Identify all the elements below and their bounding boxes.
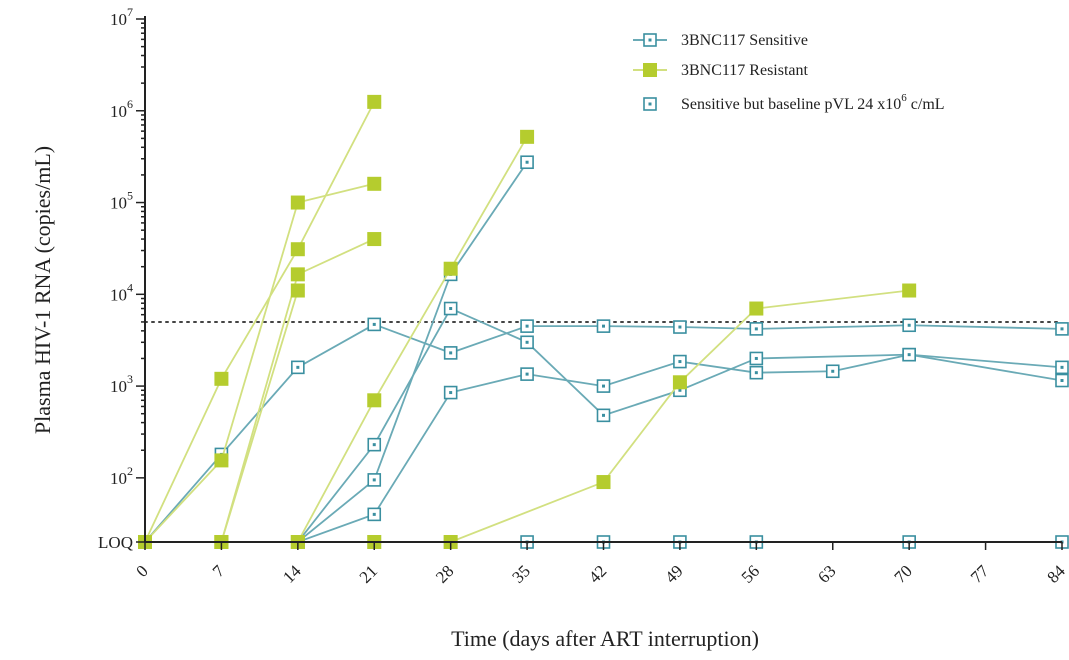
data-point-center	[449, 351, 453, 355]
data-point	[443, 261, 458, 276]
series-line	[144, 101, 376, 543]
x-tick-label: 0	[132, 561, 151, 580]
data-point	[749, 301, 764, 316]
series-resistant-2	[138, 232, 382, 549]
y-tick-label: 106	[110, 97, 133, 121]
x-tick-label: 56	[738, 561, 763, 586]
legend-swatch-marker-center	[648, 102, 652, 106]
data-point-center	[525, 340, 529, 344]
x-axis-title: Time (days after ART interruption)	[451, 626, 759, 651]
data-point	[520, 129, 535, 144]
x-tick-label: 21	[356, 561, 381, 586]
data-point	[902, 283, 917, 298]
data-point-center	[678, 360, 682, 364]
data-point-center	[1060, 327, 1064, 331]
reference-lines	[144, 320, 1063, 543]
data-point	[596, 475, 611, 490]
data-point	[367, 94, 382, 109]
data-point-center	[678, 325, 682, 329]
data-point-center	[525, 160, 529, 164]
y-tick-label: 105	[110, 189, 133, 213]
ticks: 0 7 14 21 28 35 42 49 56 63 70 77 84 LOQ 102 103 104 105 1…	[98, 5, 1069, 587]
data-point	[367, 232, 382, 247]
data-point-center	[372, 322, 376, 326]
data-point	[290, 242, 305, 257]
series-resistant-3	[138, 283, 305, 549]
x-tick-label: 42	[585, 561, 610, 586]
series-line	[144, 182, 375, 543]
legend-swatch-marker-center	[648, 38, 652, 42]
series-line	[145, 161, 528, 543]
y-tick-label: 107	[110, 5, 133, 29]
data-point	[214, 371, 229, 386]
data-point-center	[372, 478, 376, 482]
data-point	[672, 375, 687, 390]
series-sensitive_baseline-10	[138, 155, 534, 549]
data-point-center	[907, 353, 911, 357]
data-point-center	[1060, 365, 1064, 369]
data-point	[367, 176, 382, 191]
data-point	[367, 393, 382, 408]
data-point-center	[678, 388, 682, 392]
data-point-center	[907, 323, 911, 327]
series-resistant-1	[138, 176, 382, 549]
data-point-center	[1060, 379, 1064, 383]
legend-label: Sensitive but baseline pVL 24 x106 c/mL	[681, 92, 945, 113]
y-axis-title: Plasma HIV-1 RNA (copies/mL)	[30, 146, 55, 434]
data-point-center	[754, 356, 758, 360]
data-point-center	[449, 391, 453, 395]
x-tick-label: 63	[814, 561, 839, 586]
series-line	[145, 238, 375, 543]
x-tick-label: 49	[661, 561, 686, 586]
x-tick-label: 28	[432, 561, 457, 586]
data-point-center	[449, 307, 453, 311]
legend-swatch-marker	[643, 63, 657, 77]
data-point-center	[525, 372, 529, 376]
y-tick-label: 103	[110, 372, 133, 396]
x-tick-label: 84	[1043, 561, 1069, 587]
data-point-center	[754, 371, 758, 375]
y-tick-label: 102	[110, 464, 133, 488]
data-point-center	[602, 324, 605, 328]
data-point-center	[602, 413, 605, 417]
data-point	[214, 453, 229, 468]
legend-label: 3BNC117 Resistant	[681, 62, 809, 79]
x-tick-label: 77	[967, 561, 993, 587]
data-point-center	[602, 384, 605, 388]
data-point-center	[525, 324, 529, 328]
data-point-center	[831, 369, 835, 373]
data-point-center	[372, 443, 376, 447]
data-point-center	[296, 365, 300, 369]
data-point-center	[754, 327, 758, 331]
series-line	[145, 290, 299, 543]
y-tick-label: 104	[110, 280, 133, 304]
legend-label: 3BNC117 Sensitive	[681, 32, 808, 49]
y-tick-label: LOQ	[98, 533, 133, 552]
series-sensitive-7	[138, 347, 1069, 549]
data-point-center	[372, 512, 376, 516]
axes	[144, 16, 1062, 543]
x-tick-label: 7	[209, 561, 229, 581]
x-tick-label: 70	[891, 561, 916, 586]
x-tick-label: 14	[279, 561, 305, 587]
data-point	[290, 283, 305, 298]
data-point	[290, 267, 305, 282]
legend: 3BNC117 Sensitive 3BNC117 Resistant Sensit…	[633, 32, 945, 113]
data-point	[290, 195, 305, 210]
x-tick-label: 35	[508, 561, 533, 586]
